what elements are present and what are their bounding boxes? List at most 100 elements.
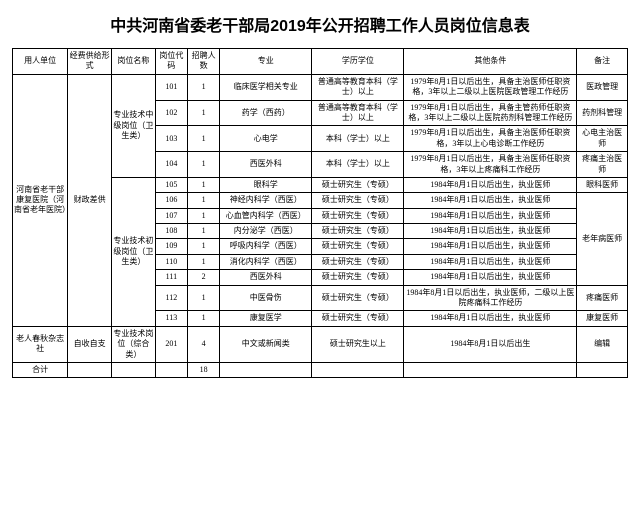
cell-code: 110: [155, 254, 187, 269]
cell-post2: 专业技术初级岗位（卫生类）: [112, 177, 156, 326]
cell-num: 1: [188, 285, 220, 311]
cell-code: 109: [155, 239, 187, 254]
cell-num: 2: [188, 270, 220, 285]
cell-post1: 专业技术中级岗位（卫生类）: [112, 74, 156, 177]
cell-code: 103: [155, 126, 187, 152]
cell-note: 眼科医师: [577, 177, 628, 192]
cell-major: 西医外科: [220, 270, 312, 285]
cell-num: 1: [188, 74, 220, 100]
cell-other: 1984年8月1日以后出生，执业医师: [404, 193, 577, 208]
total-num: 18: [188, 362, 220, 377]
cell-major: 呼吸内科学（西医）: [220, 239, 312, 254]
empty-cell: [577, 362, 628, 377]
cell-major: 消化内科学（西医）: [220, 254, 312, 269]
cell-code: 106: [155, 193, 187, 208]
cell-fund1: 财政差供: [68, 74, 112, 326]
cell-note: 编辑: [577, 326, 628, 362]
header-row: 用人单位 经费供给形式 岗位名称 岗位代码 招聘人数 专业 学历学位 其他条件 …: [13, 49, 628, 75]
cell-code: 112: [155, 285, 187, 311]
total-row: 合计 18: [13, 362, 628, 377]
empty-cell: [112, 362, 156, 377]
page-title: 中共河南省委老干部局2019年公开招聘工作人员岗位信息表: [12, 12, 628, 36]
empty-cell: [312, 362, 404, 377]
cell-note: 康复医师: [577, 311, 628, 326]
cell-major: 内分泌学（西医）: [220, 224, 312, 239]
th-other: 其他条件: [404, 49, 577, 75]
th-degree: 学历学位: [312, 49, 404, 75]
empty-cell: [404, 362, 577, 377]
th-post: 岗位名称: [112, 49, 156, 75]
cell-code: 101: [155, 74, 187, 100]
cell-post3: 专业技术岗位（综合类）: [112, 326, 156, 362]
cell-code: 104: [155, 152, 187, 178]
cell-note: 心电主治医师: [577, 126, 628, 152]
table-row: 河南省老干部康复医院（河南省老年医院） 财政差供 专业技术中级岗位（卫生类） 1…: [13, 74, 628, 100]
cell-degree: 硕士研究生（专硕）: [312, 270, 404, 285]
cell-num: 1: [188, 311, 220, 326]
cell-unit1: 河南省老干部康复医院（河南省老年医院）: [13, 74, 68, 326]
cell-num: 1: [188, 239, 220, 254]
cell-num: 1: [188, 224, 220, 239]
cell-major: 心电学: [220, 126, 312, 152]
empty-cell: [68, 362, 112, 377]
cell-code: 108: [155, 224, 187, 239]
cell-major: 神经内科学（西医）: [220, 193, 312, 208]
cell-degree: 硕士研究生（专硕）: [312, 285, 404, 311]
cell-num: 1: [188, 126, 220, 152]
cell-other: 1984年8月1日以后出生，执业医师: [404, 254, 577, 269]
cell-degree: 普通高等教育本科（学士）以上: [312, 74, 404, 100]
th-fund: 经费供给形式: [68, 49, 112, 75]
cell-other: 1984年8月1日以后出生，执业医师: [404, 224, 577, 239]
cell-num: 1: [188, 254, 220, 269]
cell-other: 1984年8月1日以后出生，执业医师: [404, 239, 577, 254]
cell-other: 1984年8月1日以后出生: [404, 326, 577, 362]
cell-num: 1: [188, 152, 220, 178]
cell-major: 中医骨伤: [220, 285, 312, 311]
cell-code: 113: [155, 311, 187, 326]
cell-code: 111: [155, 270, 187, 285]
cell-degree: 本科（学士）以上: [312, 126, 404, 152]
cell-other: 1979年8月1日以后出生，具备主治医师任职资格，3年以上疼痛科工作经历: [404, 152, 577, 178]
cell-other: 1984年8月1日以后出生，执业医师: [404, 270, 577, 285]
cell-major: 康复医学: [220, 311, 312, 326]
cell-num: 4: [188, 326, 220, 362]
cell-other: 1984年8月1日以后出生，执业医师: [404, 208, 577, 223]
th-num: 招聘人数: [188, 49, 220, 75]
cell-degree: 硕士研究生（专硕）: [312, 193, 404, 208]
th-note: 备注: [577, 49, 628, 75]
cell-degree: 硕士研究生（专硕）: [312, 224, 404, 239]
job-table: 用人单位 经费供给形式 岗位名称 岗位代码 招聘人数 专业 学历学位 其他条件 …: [12, 48, 628, 378]
cell-note: 医政管理: [577, 74, 628, 100]
cell-other: 1979年8月1日以后出生，具备主治医师任职资格，3年以上二级以上医院医政管理工…: [404, 74, 577, 100]
cell-code: 102: [155, 100, 187, 126]
cell-other: 1984年8月1日以后出生，执业医师，二级以上医院疼痛科工作经历: [404, 285, 577, 311]
cell-degree: 硕士研究生（专硕）: [312, 177, 404, 192]
cell-major: 中文或新闻类: [220, 326, 312, 362]
cell-other: 1984年8月1日以后出生，执业医师: [404, 177, 577, 192]
cell-degree: 硕士研究生（专硕）: [312, 239, 404, 254]
th-unit: 用人单位: [13, 49, 68, 75]
total-label: 合计: [13, 362, 68, 377]
cell-degree: 硕士研究生（专硕）: [312, 254, 404, 269]
cell-unit2: 老人春秋杂志社: [13, 326, 68, 362]
cell-major: 临床医学相关专业: [220, 74, 312, 100]
cell-degree: 硕士研究生（专硕）: [312, 311, 404, 326]
cell-note: 疼痛医师: [577, 285, 628, 311]
cell-degree: 硕士研究生以上: [312, 326, 404, 362]
empty-cell: [155, 362, 187, 377]
cell-major: 药学（西药）: [220, 100, 312, 126]
cell-note: 药剂科管理: [577, 100, 628, 126]
cell-major: 心血管内科学（西医）: [220, 208, 312, 223]
cell-note-group: 老年病医师: [577, 193, 628, 285]
cell-num: 1: [188, 208, 220, 223]
cell-num: 1: [188, 177, 220, 192]
cell-fund2: 自收自支: [68, 326, 112, 362]
cell-major: 眼科学: [220, 177, 312, 192]
cell-degree: 普通高等教育本科（学士）以上: [312, 100, 404, 126]
cell-num: 1: [188, 193, 220, 208]
cell-other: 1979年8月1日以后出生，具备主治医师任职资格，3年以上心电诊断工作经历: [404, 126, 577, 152]
th-code: 岗位代码: [155, 49, 187, 75]
cell-other: 1979年8月1日以后出生，具备主管药师任职资格，3年以上二级以上医院药剂科管理…: [404, 100, 577, 126]
th-major: 专业: [220, 49, 312, 75]
cell-other: 1984年8月1日以后出生，执业医师: [404, 311, 577, 326]
